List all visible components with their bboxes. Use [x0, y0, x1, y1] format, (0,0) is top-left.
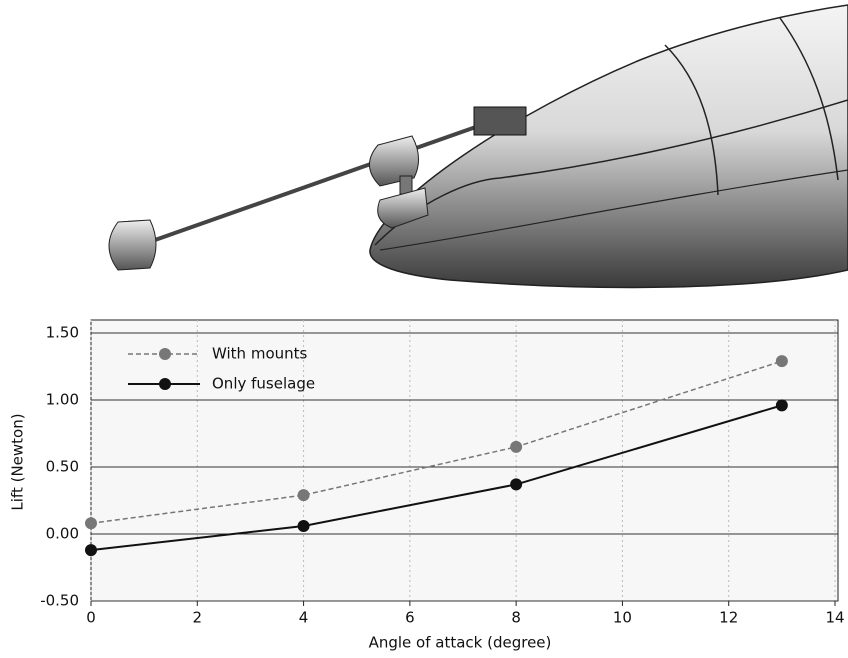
x-tick-label: 12: [719, 609, 738, 627]
y-tick-label: -0.50: [40, 592, 79, 610]
chart: 0 2 4 6 8 10 12 14 -0.50 0.00 0.50 1.00 1.50 With mou…: [40, 320, 845, 627]
legend-label: Only fuselage: [212, 375, 315, 393]
series-line: [90, 360, 783, 525]
data-point: [510, 478, 523, 491]
x-tick-label: 10: [613, 609, 632, 627]
data-point: [297, 489, 310, 502]
x-tick-label: 6: [405, 609, 415, 627]
plot-area: [90, 319, 839, 602]
data-point: [775, 399, 788, 412]
x-tick-label: 8: [511, 609, 521, 627]
data-point: [775, 355, 788, 368]
legend-marker: [159, 348, 171, 360]
legend-marker: [159, 378, 171, 390]
y-axis-label: Lift (Newton): [9, 413, 27, 510]
data-point: [85, 517, 97, 530]
data-point: [297, 519, 310, 532]
data-point: [510, 440, 523, 453]
illustration: [108, 4, 848, 289]
x-tick-label: 2: [193, 609, 203, 627]
data-point: [85, 544, 97, 557]
series-line: [90, 404, 783, 552]
y-tick-label: 0.50: [46, 458, 79, 476]
x-tick-label: 0: [86, 609, 96, 627]
y-tick-label: 1.00: [46, 391, 79, 409]
legend-label: With mounts: [212, 345, 308, 363]
x-tick-label: 4: [299, 609, 309, 627]
x-axis-label: Angle of attack (degree): [369, 634, 552, 652]
y-tick-label: 0.00: [46, 525, 79, 543]
y-tick-label: 1.50: [46, 324, 79, 342]
x-tick-label: 14: [825, 609, 844, 627]
